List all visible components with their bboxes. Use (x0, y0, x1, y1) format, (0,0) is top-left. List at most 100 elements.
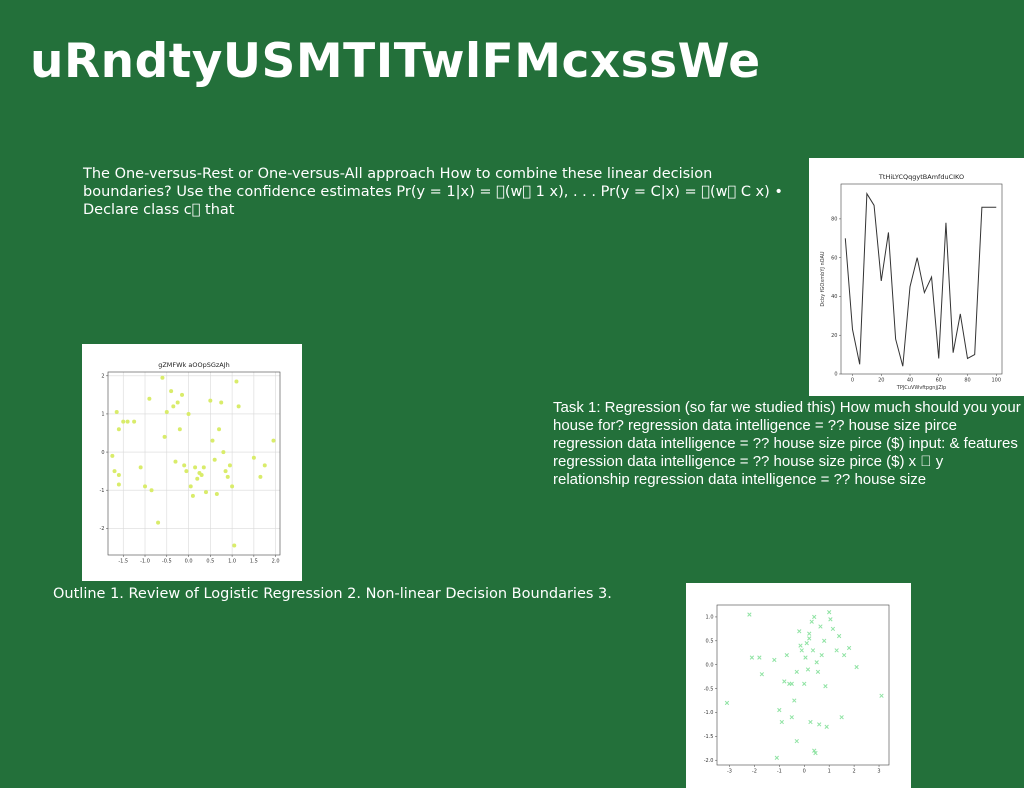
scatter-point (132, 419, 137, 424)
scatter-point (221, 450, 226, 455)
scatter-point (271, 438, 276, 443)
x-tick-label: 2 (853, 769, 856, 775)
scatter-point (839, 715, 844, 720)
y-tick-label: 2 (101, 374, 104, 380)
outline-text: Outline 1. Review of Logistic Regression… (53, 586, 612, 602)
y-tick-label: 1 (101, 412, 104, 418)
x-tick-label: -1.0 (140, 559, 150, 565)
scatter-point (182, 463, 187, 468)
x-tick-label: 1.5 (250, 559, 258, 565)
scatter-point (813, 750, 818, 756)
x-tick-label: 80 (964, 378, 970, 384)
x-tick-label: 0 (803, 769, 806, 775)
x-tick-label: 100 (991, 378, 1001, 384)
scatter-point (879, 693, 884, 698)
x-axis-label: TPJCuVWvftpgnjjZlp (896, 385, 946, 391)
y-tick-label: 1.0 (706, 615, 714, 621)
scatter-point (217, 427, 222, 432)
y-tick-label: 60 (831, 255, 837, 261)
scatter-point (138, 465, 143, 470)
scatter-point (807, 631, 812, 636)
scatter-point (824, 724, 829, 729)
scatter-point (759, 672, 765, 677)
scatter-point (116, 482, 121, 487)
scatter-point (147, 396, 152, 401)
scatter-point (116, 472, 121, 477)
line-chart: 0 20 40 60 80 100 0 20 40 60 80 TtHiLYCQqgytBAmfduC… (820, 173, 1003, 391)
scatter-point (809, 619, 814, 624)
y-tick-label: -2 (100, 526, 105, 532)
scatter-point (110, 453, 115, 458)
y-tick-label: -2.0 (704, 758, 714, 764)
scatter-point (724, 700, 730, 706)
scatter-point (195, 476, 200, 481)
scatter-point (227, 463, 232, 468)
x-tick-label: 0.5 (206, 559, 214, 565)
scatter-point (116, 427, 121, 432)
scatter-point (774, 755, 779, 760)
scatter-point (827, 610, 832, 615)
scatter-point (125, 419, 130, 424)
scatter-chart-panel: -1.5 -1.0 -0.5 0.0 0.5 1.0 1.5 2.0 -2 -1 0 1 2 gZMFWk… (82, 344, 302, 581)
plot-frame (107, 371, 281, 556)
scatter-point (180, 392, 185, 397)
series-line (844, 192, 997, 367)
confidence-text: The One-versus-Rest or One-versus-All ap… (83, 166, 783, 218)
scatter-point (818, 624, 823, 629)
scatter-point (251, 455, 256, 460)
scatter-point (830, 626, 836, 632)
cross-scatter-chart: -3 -2 -1 0 1 2 3 -2.0 -1.5 -1.0 -0.5 0.0 0.5 1.0 (704, 604, 890, 775)
scatter-point (171, 404, 176, 409)
scatter-point (805, 667, 811, 672)
y-tick-label: 0 (101, 450, 104, 456)
x-tick-label: 20 (878, 378, 884, 384)
y-tick-label: -1 (100, 488, 105, 494)
regression-text: Task 1: Regression (so far we studied th… (553, 399, 1021, 488)
y-tick-label: 0 (834, 372, 837, 378)
scatter-point (212, 457, 217, 462)
scatter-point (808, 719, 813, 725)
scatter-point (789, 681, 794, 686)
scatter-point (814, 660, 819, 665)
chart-title: gZMFWk aOOpSGzAJh (158, 361, 230, 369)
x-tick-label: -3 (727, 769, 732, 775)
x-tick-label: -1.5 (118, 559, 128, 565)
scatter-point (779, 719, 784, 725)
scatter-point (223, 469, 228, 474)
scatter-point (784, 652, 789, 658)
scatter-point (208, 398, 213, 403)
scatter-point (225, 474, 230, 479)
x-tick-label: 60 (936, 378, 942, 384)
scatter-point (799, 648, 804, 653)
scatter-point (815, 669, 821, 675)
dot-scatter-chart: -1.5 -1.0 -0.5 0.0 0.5 1.0 1.5 2.0 -2 -1 0 1 2 gZMFWk… (100, 361, 281, 565)
scatter-point (193, 465, 198, 470)
scatter-point (749, 655, 755, 660)
scatter-point (143, 484, 148, 489)
y-tick-label: 20 (831, 333, 837, 339)
scatter-point (236, 404, 241, 409)
x-tick-label: 1.0 (228, 559, 236, 565)
scatter-point (234, 379, 239, 384)
scatter-point (164, 410, 169, 415)
y-tick-label: 80 (831, 217, 837, 223)
scatter-point (794, 669, 799, 675)
x-tick-label: 3 (877, 769, 880, 775)
plot-frame (840, 183, 1003, 375)
scatter-point (173, 459, 178, 464)
line-chart-panel: 0 20 40 60 80 100 0 20 40 60 80 TtHiLYCQqgytBAmfduC… (809, 158, 1024, 396)
scatter-point (797, 629, 802, 634)
scatter-point (807, 636, 812, 641)
scatter-point (804, 641, 809, 646)
scatter-point (199, 472, 204, 477)
scatter-point (230, 484, 235, 489)
x-tick-label: 40 (907, 378, 913, 384)
scatter-point (782, 679, 787, 684)
chart-title: TtHiLYCQqgytBAmfduCIKO (878, 173, 964, 181)
scatter-point (846, 645, 852, 651)
scatter-point (112, 469, 117, 474)
scatter-point (177, 427, 182, 432)
scatter-point (169, 389, 174, 394)
scatter-point (810, 648, 816, 653)
x-tick-label: 0.0 (185, 559, 193, 565)
